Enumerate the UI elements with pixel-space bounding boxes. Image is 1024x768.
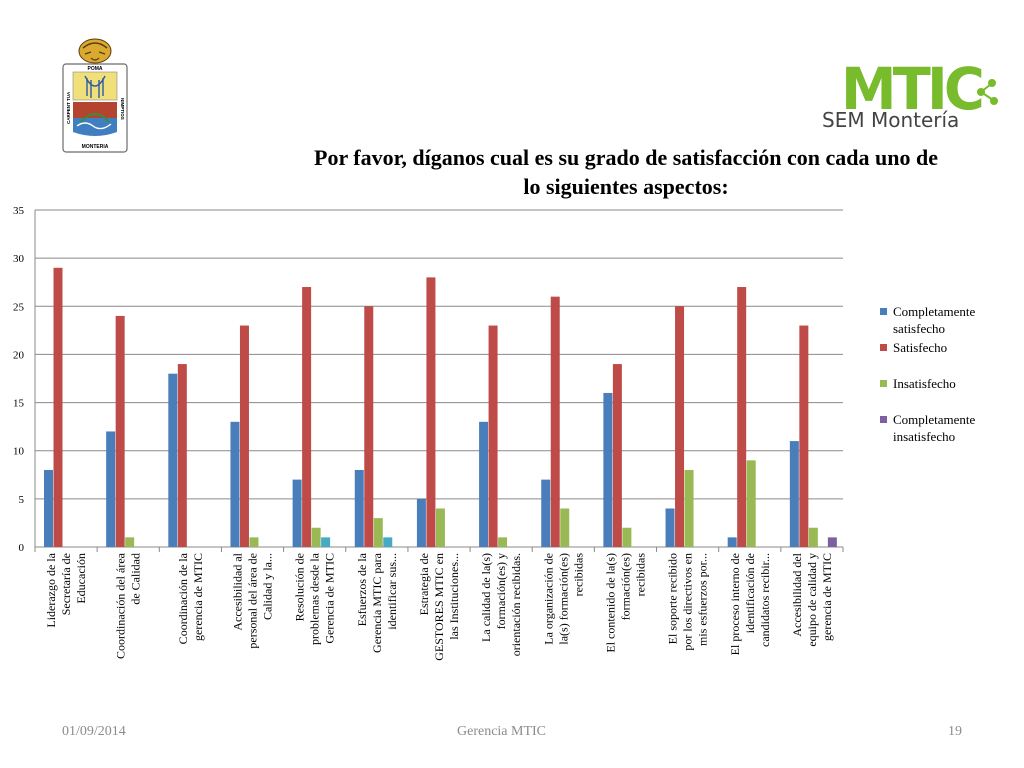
tiger-head-icon	[78, 38, 112, 64]
bar	[684, 469, 694, 547]
x-category-label: El proceso interno deidentificación deca…	[728, 553, 772, 655]
x-category-label: Accesibilidad delequipo de calidad ygere…	[790, 552, 834, 646]
bar	[354, 469, 364, 547]
bar	[435, 508, 445, 547]
legend-swatch	[880, 380, 887, 387]
bar	[479, 421, 489, 547]
mtic-brand-text: MTIC	[841, 55, 981, 123]
bar	[799, 325, 809, 547]
y-tick-label: 5	[19, 494, 25, 506]
bar	[416, 498, 426, 547]
bar	[488, 325, 498, 547]
bar	[737, 287, 747, 547]
x-category-label: Esfuerzos de laGerencia MTIC paraidentif…	[355, 552, 399, 653]
poma-coat-of-arms-logo: POMA CARPENT TUA NIMPTIOS MONTERIA	[62, 38, 128, 153]
bar	[364, 306, 374, 547]
logo-left-text: CARPENT TUA	[66, 91, 71, 124]
x-category-label: El contenido de la(s)formación(es)recibi…	[603, 553, 647, 653]
bar	[125, 537, 135, 547]
bar	[106, 431, 116, 547]
lyre-icon	[84, 75, 106, 98]
bar	[603, 392, 613, 547]
y-tick-label: 30	[13, 253, 25, 265]
bar	[541, 479, 551, 547]
footer-page-number: 19	[948, 724, 962, 739]
logo-top-text: POMA	[88, 66, 103, 72]
x-category-label: Coordinación del áreade Calidad	[114, 552, 143, 659]
bar	[311, 527, 321, 547]
footer-center-text: Gerencia MTIC	[457, 724, 547, 739]
bar	[249, 537, 259, 547]
network-nodes-icon	[977, 79, 998, 105]
bar	[827, 537, 837, 547]
title-line-1: Por favor, díganos cual es su grado de s…	[314, 145, 938, 170]
y-tick-label: 20	[13, 349, 25, 361]
bar	[168, 373, 178, 547]
legend-entry: Insatisfecho	[893, 376, 956, 391]
bar	[675, 306, 685, 547]
x-category-label: Resolución deproblemas desde laGerencia …	[293, 552, 337, 645]
bar	[44, 469, 53, 547]
bar	[426, 277, 436, 547]
x-category-label: Estrategia deGESTORES MTIC enlas Institu…	[417, 553, 461, 661]
bar	[302, 287, 312, 547]
legend-swatch	[880, 344, 887, 351]
bar	[665, 508, 675, 547]
legend-swatch	[880, 416, 887, 423]
x-category-label: Coordinación de lagerencia de MTIC	[176, 552, 205, 644]
bar	[373, 518, 383, 547]
title-line-2: lo siguientes aspectos:	[523, 174, 729, 199]
legend-entry: Completamente insatisfecho	[893, 412, 976, 444]
y-tick-label: 10	[13, 446, 25, 458]
y-tick-label: 0	[19, 542, 25, 554]
bar	[612, 364, 622, 547]
bar	[383, 537, 393, 547]
bar	[321, 537, 331, 547]
bar	[746, 460, 756, 547]
bar	[789, 441, 799, 547]
x-category-label: Liderazgo de laSecretaría deEducación	[44, 552, 88, 627]
footer-date: 01/09/2014	[62, 724, 126, 739]
bar	[808, 527, 818, 547]
bar	[239, 325, 249, 547]
mtic-sem-monteria-logo: MTIC SEM Montería	[822, 55, 998, 132]
bar	[292, 479, 302, 547]
page-title: Por favor, díganos cual es su grado de s…	[215, 143, 1024, 201]
x-category-label: La calidad de la(s)formación(es) yorient…	[479, 553, 523, 656]
bar	[177, 364, 187, 547]
y-tick-label: 35	[13, 205, 25, 217]
x-category-label: Accesibilidad alpersonal del área deCali…	[231, 552, 275, 648]
bar	[115, 315, 125, 547]
y-tick-label: 25	[13, 301, 25, 313]
legend-swatch	[880, 308, 887, 315]
bar	[622, 527, 632, 547]
legend-entry: Completamente satisfecho	[893, 304, 976, 336]
bar	[498, 537, 508, 547]
legend-entry: Satisfecho	[893, 340, 947, 355]
y-tick-label: 15	[13, 398, 25, 410]
bar	[727, 537, 737, 547]
x-category-label: La organización dela(s) formación(es)rec…	[541, 553, 585, 645]
x-category-label: El soporte recibidopor los directivos en…	[666, 553, 710, 651]
sem-monteria-text: SEM Montería	[822, 108, 959, 132]
bar	[560, 508, 570, 547]
bar	[230, 421, 240, 547]
logo-bottom-text: MONTERIA	[82, 144, 109, 150]
bar	[53, 267, 63, 547]
bar	[550, 296, 560, 547]
logo-right-text: NIMPTIOS	[120, 98, 125, 120]
